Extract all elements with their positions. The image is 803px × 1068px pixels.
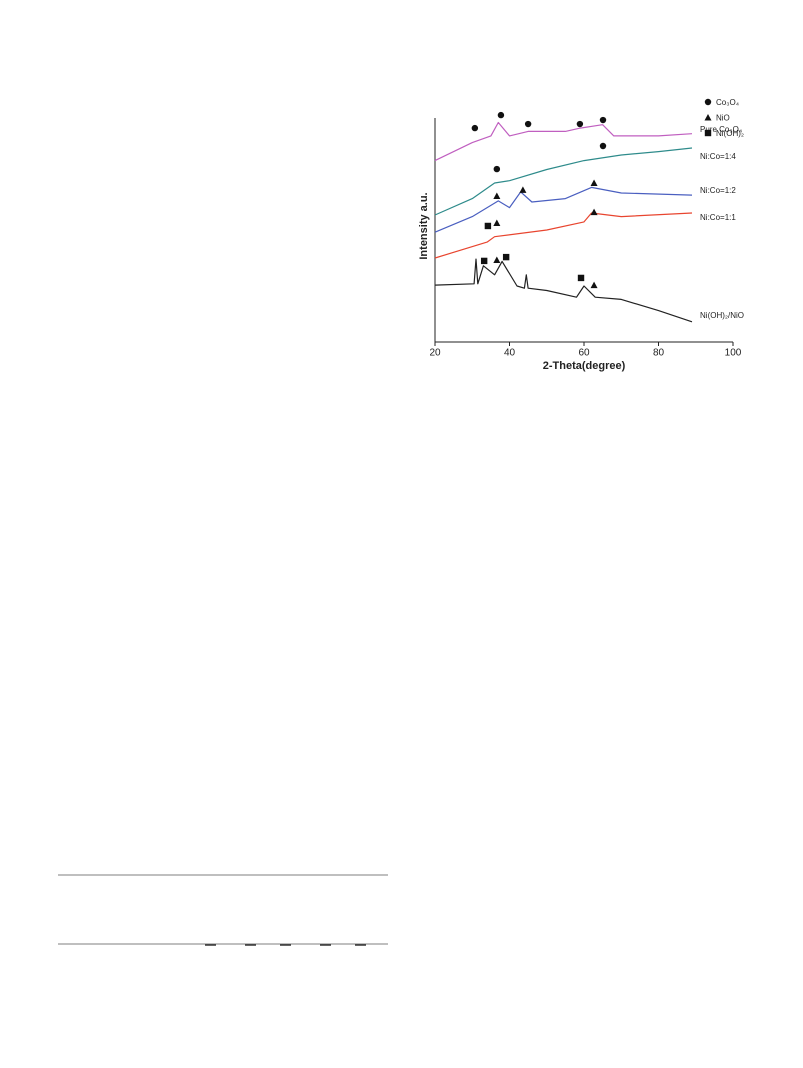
marker-triangle: [590, 281, 598, 289]
x-tick-label: 100: [725, 348, 742, 359]
marker-triangle: [590, 208, 598, 216]
table-rules: [58, 874, 388, 946]
legend-label: NiO: [716, 114, 730, 123]
legend-label: Co₃O₄: [716, 98, 739, 107]
marker-square: [502, 253, 510, 261]
series-label: Ni:Co=1:4: [700, 152, 736, 161]
marker-circle: [524, 120, 532, 128]
series-line: [434, 147, 693, 216]
marker-triangle: [704, 114, 712, 121]
marker-circle: [497, 111, 505, 119]
series-label: Ni:Co=1:1: [700, 213, 736, 222]
x-tick-label: 40: [504, 348, 516, 359]
marker-square: [577, 274, 585, 282]
marker-square: [480, 257, 488, 265]
x-tick-label: 80: [653, 348, 665, 359]
marker-triangle: [493, 192, 501, 199]
marker-circle: [704, 98, 712, 106]
marker-circle: [471, 124, 479, 132]
y-axis-label: Intensity a.u.: [418, 192, 430, 259]
series-line: [434, 186, 693, 233]
legend-label: Ni(OH)₂: [716, 129, 744, 138]
marker-square: [484, 222, 492, 230]
marker-triangle: [493, 219, 501, 227]
x-tick-label: 20: [429, 348, 441, 359]
series-label: Ni(OH)₂/NiO: [700, 311, 744, 320]
series-line: [434, 212, 693, 259]
x-axis-label: 2-Theta(degree): [543, 360, 626, 372]
marker-circle: [599, 142, 607, 150]
marker-circle: [493, 165, 501, 173]
series-line: [434, 121, 693, 162]
series-label: Ni:Co=1:2: [700, 186, 736, 195]
marker-triangle: [519, 186, 527, 193]
series-line: [434, 258, 693, 323]
x-tick-label: 60: [578, 348, 590, 359]
marker-triangle: [493, 256, 501, 264]
marker-circle: [599, 116, 607, 124]
marker-square: [704, 129, 712, 137]
marker-circle: [576, 120, 584, 128]
series-label: Pure Co₃O₄: [700, 125, 742, 134]
marker-triangle: [590, 179, 598, 186]
